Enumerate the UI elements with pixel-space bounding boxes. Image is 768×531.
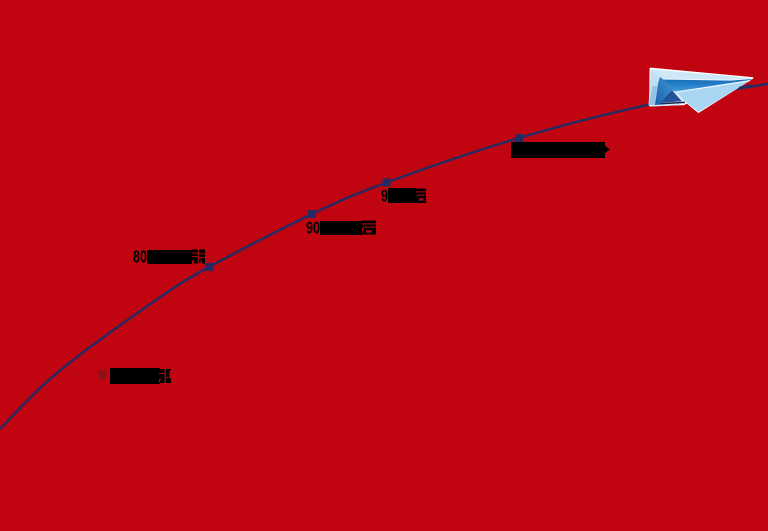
svg-text:90: 90 bbox=[306, 220, 320, 235]
svg-text:80: 80 bbox=[133, 249, 147, 264]
svg-text:9: 9 bbox=[381, 188, 388, 203]
